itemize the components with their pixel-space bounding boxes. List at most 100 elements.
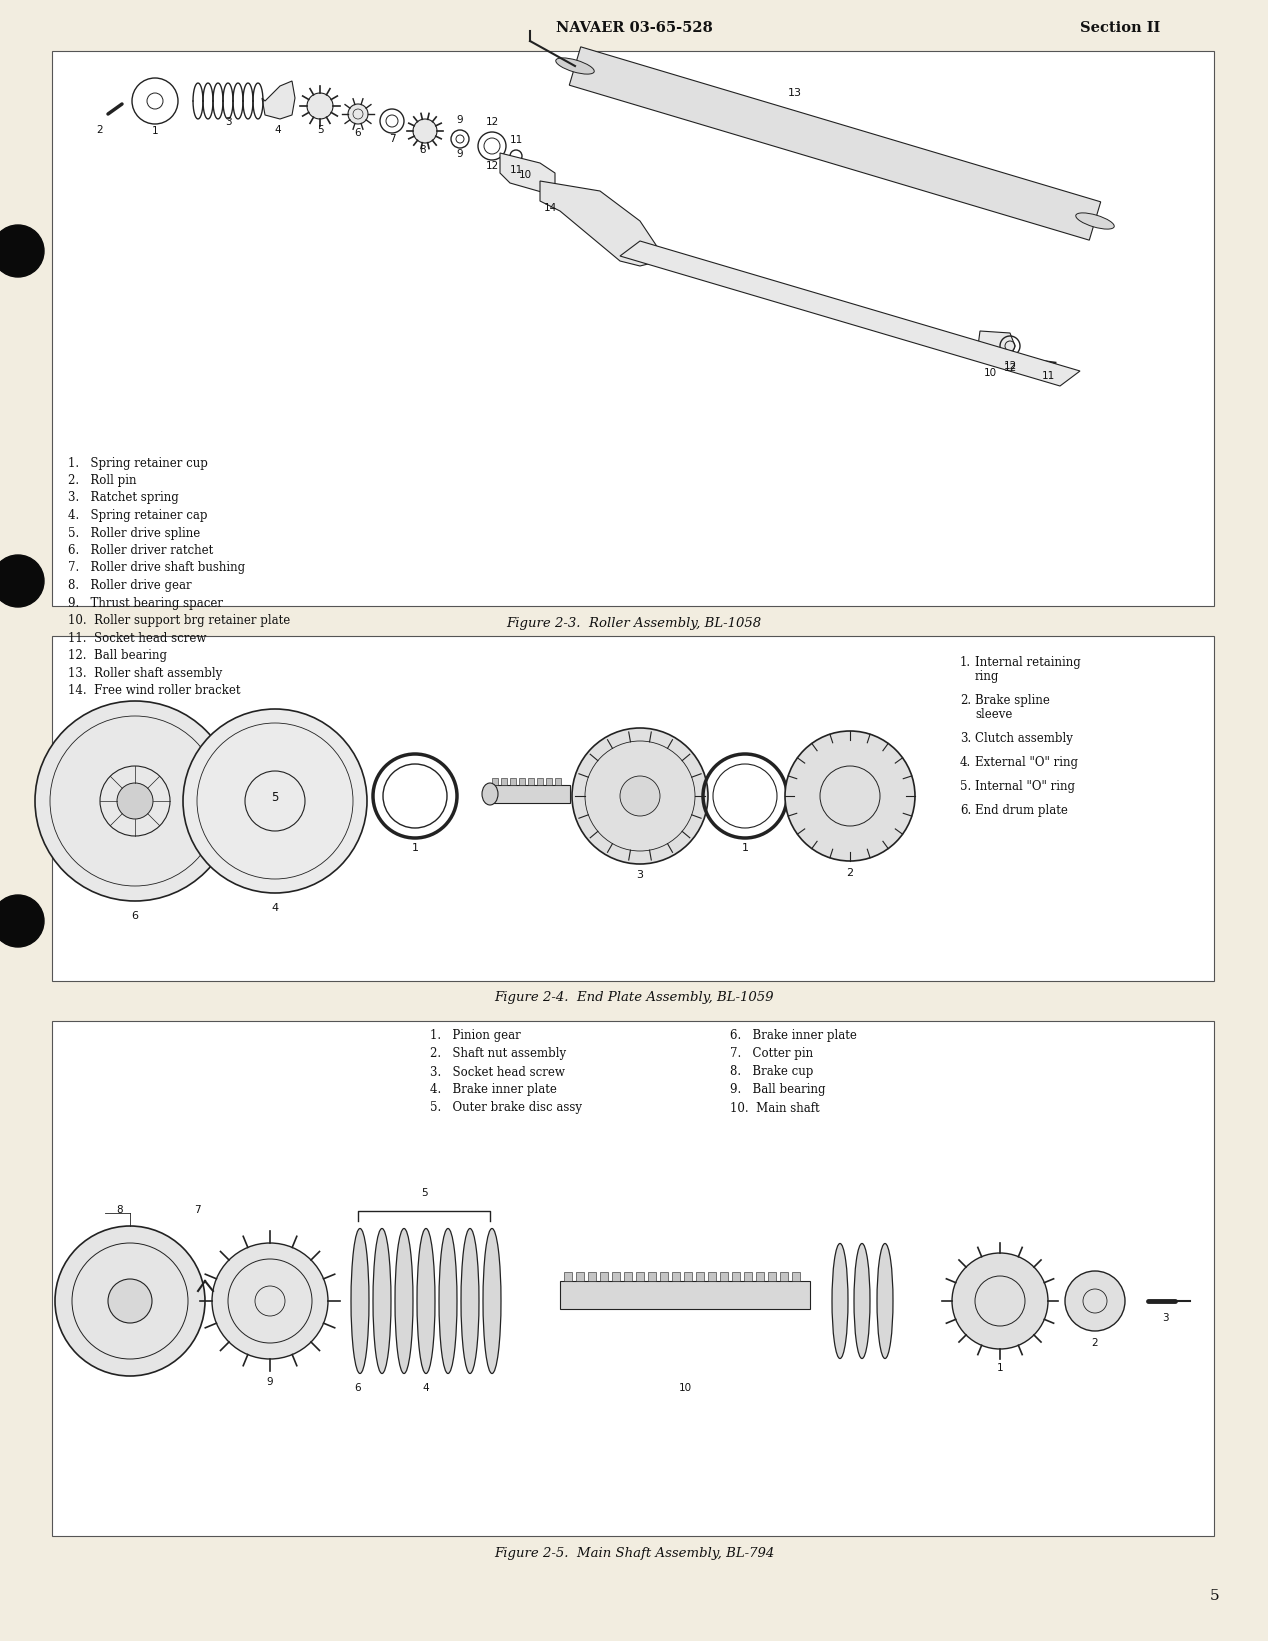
Ellipse shape (555, 57, 595, 74)
Text: 2: 2 (847, 868, 853, 878)
Text: Figure 2-3.  Roller Assembly, BL-1058: Figure 2-3. Roller Assembly, BL-1058 (506, 617, 762, 630)
Text: 12: 12 (486, 161, 498, 171)
Text: sleeve: sleeve (975, 707, 1012, 720)
Circle shape (413, 120, 437, 143)
Bar (672, 1272, 680, 1282)
Bar (744, 1272, 752, 1282)
Text: 4: 4 (275, 125, 281, 135)
Text: 3: 3 (637, 870, 643, 880)
Bar (52, 1021, 1213, 1536)
Text: Internal retaining: Internal retaining (975, 656, 1080, 670)
Text: Brake spline: Brake spline (975, 694, 1050, 707)
Text: 5: 5 (1210, 1588, 1220, 1603)
Ellipse shape (877, 1244, 893, 1359)
Text: Figure 2-5.  Main Shaft Assembly, BL-794: Figure 2-5. Main Shaft Assembly, BL-794 (493, 1546, 775, 1559)
Text: 5.: 5. (960, 779, 971, 793)
Ellipse shape (462, 1229, 479, 1374)
Bar (624, 1272, 631, 1282)
Text: 11: 11 (510, 166, 522, 176)
Text: Section II: Section II (1080, 21, 1160, 34)
Circle shape (36, 701, 235, 901)
Ellipse shape (373, 1229, 391, 1374)
Text: 4.: 4. (960, 757, 971, 770)
Text: 10.  Roller support brg retainer plate: 10. Roller support brg retainer plate (68, 614, 290, 627)
Circle shape (572, 729, 708, 865)
Text: 6: 6 (132, 911, 138, 921)
Circle shape (952, 1254, 1047, 1349)
Polygon shape (978, 331, 1014, 361)
Text: 3: 3 (224, 117, 231, 126)
Polygon shape (500, 153, 555, 194)
Polygon shape (540, 181, 661, 266)
Bar (560, 1282, 810, 1310)
Bar (637, 1272, 644, 1282)
Bar (492, 778, 498, 784)
Bar (612, 1272, 620, 1282)
Text: 6.: 6. (960, 804, 971, 817)
Bar (538, 778, 543, 784)
Text: 8.   Roller drive gear: 8. Roller drive gear (68, 579, 191, 592)
Ellipse shape (417, 1229, 435, 1374)
Text: 11.  Socket head screw: 11. Socket head screw (68, 632, 207, 645)
Text: 1: 1 (412, 843, 418, 853)
Text: 9.   Ball bearing: 9. Ball bearing (730, 1083, 825, 1096)
Circle shape (117, 783, 153, 819)
Text: 13: 13 (787, 89, 801, 98)
Text: 11: 11 (1041, 371, 1055, 381)
Text: 10: 10 (984, 368, 997, 377)
Bar (792, 1272, 800, 1282)
Text: External "O" ring: External "O" ring (975, 757, 1078, 770)
Text: 1: 1 (997, 1364, 1003, 1374)
Ellipse shape (855, 1244, 870, 1359)
Circle shape (1065, 1272, 1125, 1331)
Ellipse shape (1075, 213, 1115, 230)
Ellipse shape (482, 783, 498, 806)
Text: 12: 12 (1003, 361, 1017, 371)
Bar (720, 1272, 728, 1282)
Bar (600, 1272, 607, 1282)
Text: 5.   Roller drive spline: 5. Roller drive spline (68, 527, 200, 540)
Text: 14: 14 (544, 203, 557, 213)
Text: 7: 7 (194, 1204, 200, 1214)
Text: 2.: 2. (960, 694, 971, 707)
Text: 12: 12 (486, 117, 498, 126)
Circle shape (0, 894, 44, 947)
Bar (683, 1272, 692, 1282)
Ellipse shape (832, 1244, 848, 1359)
Text: 9: 9 (456, 149, 463, 159)
Circle shape (212, 1242, 328, 1359)
Text: 4: 4 (422, 1383, 430, 1393)
Text: 1.   Spring retainer cup: 1. Spring retainer cup (68, 456, 208, 469)
Text: 1: 1 (152, 126, 158, 136)
Text: 4.   Brake inner plate: 4. Brake inner plate (430, 1083, 557, 1096)
Text: 6.   Brake inner plate: 6. Brake inner plate (730, 1029, 857, 1042)
Bar (696, 1272, 704, 1282)
Text: 12: 12 (1003, 363, 1017, 373)
Text: 5: 5 (271, 791, 279, 804)
Bar (501, 778, 507, 784)
Text: 12.  Ball bearing: 12. Ball bearing (68, 648, 167, 661)
Text: 2: 2 (1092, 1337, 1098, 1347)
Text: 3: 3 (1161, 1313, 1168, 1323)
Circle shape (347, 103, 368, 125)
Bar (648, 1272, 656, 1282)
Circle shape (55, 1226, 205, 1377)
Circle shape (108, 1278, 152, 1323)
Bar (708, 1272, 716, 1282)
Bar (732, 1272, 741, 1282)
Bar (780, 1272, 787, 1282)
Text: 3.   Ratchet spring: 3. Ratchet spring (68, 492, 179, 504)
Text: 7.   Cotter pin: 7. Cotter pin (730, 1047, 813, 1060)
Text: 6: 6 (355, 128, 361, 138)
Text: 3.: 3. (960, 732, 971, 745)
Text: 2: 2 (96, 125, 103, 135)
Text: Internal "O" ring: Internal "O" ring (975, 779, 1075, 793)
Text: 2.   Shaft nut assembly: 2. Shaft nut assembly (430, 1047, 566, 1060)
Polygon shape (569, 48, 1101, 240)
Circle shape (183, 709, 366, 893)
Bar (547, 778, 552, 784)
Bar (519, 778, 525, 784)
Text: 5.   Outer brake disc assy: 5. Outer brake disc assy (430, 1101, 582, 1114)
Text: 1: 1 (742, 843, 748, 853)
Ellipse shape (396, 1229, 413, 1374)
